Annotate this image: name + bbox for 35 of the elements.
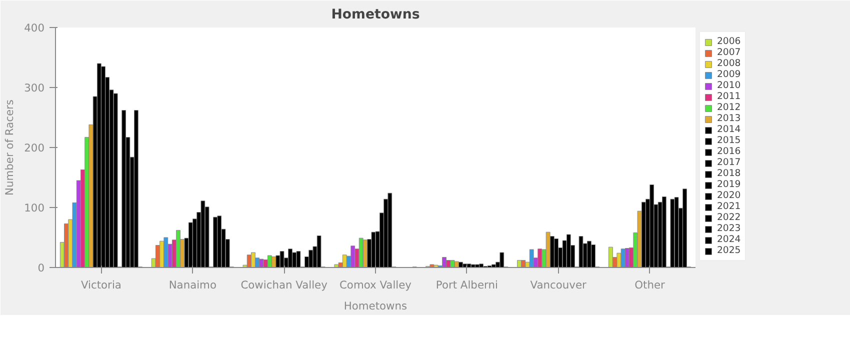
legend-label: 2016 <box>717 146 741 157</box>
legend-label: 2017 <box>717 157 741 168</box>
y-tick-label: 100 <box>24 202 45 214</box>
legend-label: 2014 <box>717 124 741 135</box>
legend-label: 2020 <box>717 190 741 201</box>
legend-label: 2019 <box>717 179 741 190</box>
x-tick-label: Other <box>634 278 666 292</box>
x-tick-label: Cowichan Valley <box>240 278 328 292</box>
chart-title: Hometowns <box>331 8 420 22</box>
x-tick-label: Nanaimo <box>168 278 216 292</box>
x-tick-label: Victoria <box>80 278 122 292</box>
y-tick-label: 400 <box>24 22 45 34</box>
legend-label: 2007 <box>717 47 741 58</box>
x-tick-label: Port Alberni <box>436 278 498 292</box>
legend-label: 2012 <box>717 102 741 113</box>
legend-label: 2021 <box>717 201 741 212</box>
legend-label: 2011 <box>717 91 741 102</box>
legend-label: 2010 <box>717 80 741 91</box>
y-axis-title: Number of Racers <box>3 99 16 196</box>
legend-label: 2018 <box>717 168 741 179</box>
legend-label: 2013 <box>717 113 741 124</box>
legend-label: 2023 <box>717 223 741 234</box>
legend-label: 2015 <box>717 135 741 146</box>
legend-label: 2024 <box>717 234 741 245</box>
y-tick-label: 300 <box>24 82 45 94</box>
legend-label: 2022 <box>717 212 741 223</box>
legend-label: 2008 <box>717 58 741 69</box>
y-tick-label: 200 <box>24 142 45 154</box>
x-tick-label: Comox Valley <box>340 278 412 292</box>
x-axis-title: Hometowns <box>344 300 408 312</box>
legend-label: 2006 <box>717 36 741 47</box>
legend-label: 2025 <box>717 245 741 256</box>
y-tick-label: 0 <box>38 262 45 274</box>
legend-label: 2009 <box>717 69 741 80</box>
x-tick-label: Vancouver <box>530 278 588 292</box>
